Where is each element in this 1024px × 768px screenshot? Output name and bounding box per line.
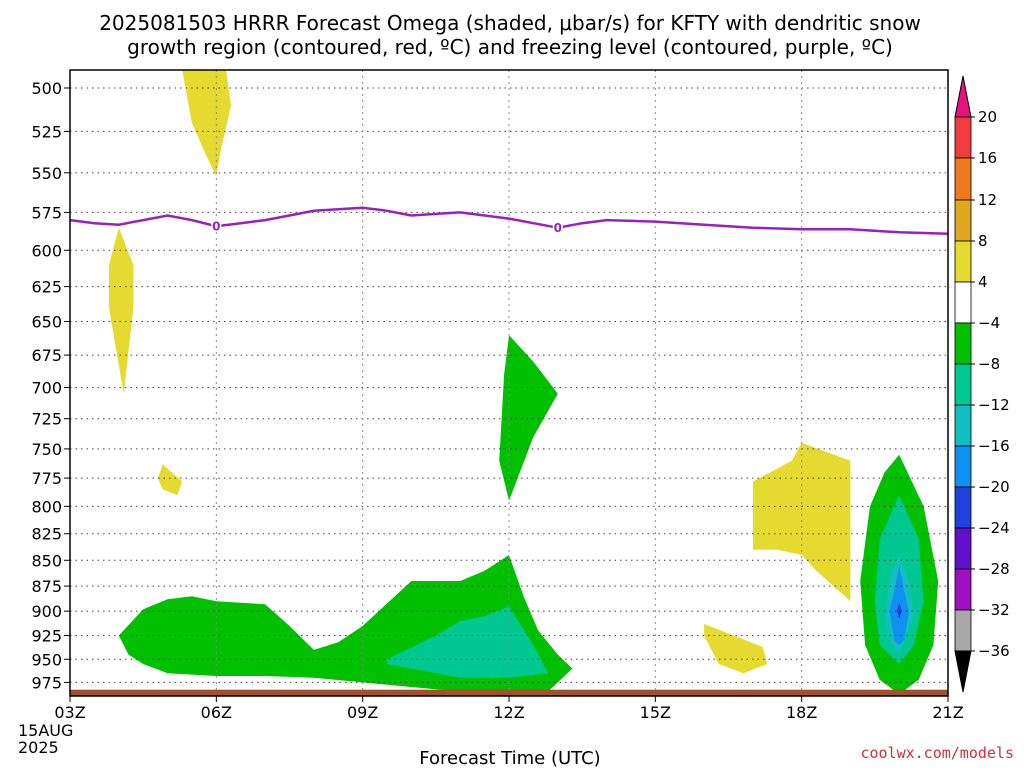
omega-region-0 xyxy=(182,70,231,176)
colorbar-label-0: 20 xyxy=(978,108,997,126)
freezing-label-bg-1 xyxy=(552,220,563,234)
x-axis-ticks: 03Z 06Z 09Z 12Z 15Z 18Z 21Z xyxy=(54,696,964,722)
colorbar-bin-4 xyxy=(954,240,972,283)
y-tick-label-675: 675 xyxy=(31,346,62,365)
colorbar-bin-8 xyxy=(954,404,972,447)
y-tick-label-500: 500 xyxy=(31,79,62,98)
omega-shading-layer xyxy=(109,70,939,695)
colorbar-bottom-triangle xyxy=(954,650,972,693)
chart-title-line-2: growth region (contoured, red, ºC) and f… xyxy=(127,35,893,59)
y-tick-label-700: 700 xyxy=(31,378,62,397)
colorbar-label-5: −4 xyxy=(978,314,1000,332)
freezing-level-line xyxy=(69,206,949,236)
omega-region-3 xyxy=(704,623,768,674)
y-tick-label-650: 650 xyxy=(31,313,62,332)
colorbar-label-4: 4 xyxy=(978,273,988,291)
gridlines xyxy=(69,70,949,696)
colorbar-label-8: −16 xyxy=(978,437,1010,455)
x-tick-label-03Z: 03Z xyxy=(54,703,85,722)
y-tick-label-875: 875 xyxy=(31,577,62,596)
y-tick-label-600: 600 xyxy=(31,241,62,260)
x-tick-label-21Z: 21Z xyxy=(932,703,963,722)
colorbar-label-2: 12 xyxy=(978,191,997,209)
colorbar-bin-10 xyxy=(954,486,972,529)
colorbar-bin-7 xyxy=(954,363,972,406)
x-date-line-2: 2025 xyxy=(18,738,59,757)
colorbar-label-11: −28 xyxy=(978,560,1010,578)
colorbar-bin-1 xyxy=(954,116,972,159)
y-tick-label-525: 525 xyxy=(31,122,62,141)
omega-region-4 xyxy=(752,442,851,602)
omega-region-12 xyxy=(896,603,902,619)
colorbar-bin-13 xyxy=(954,609,972,652)
y-tick-label-750: 750 xyxy=(31,440,62,459)
colorbar-label-10: −24 xyxy=(978,519,1010,537)
freezing-label-bg-0 xyxy=(211,219,222,233)
freezing-level-label-1: 0 xyxy=(554,221,562,235)
omega-region-8 xyxy=(387,606,548,678)
colorbar-label-12: −32 xyxy=(978,601,1010,619)
y-tick-label-575: 575 xyxy=(31,203,62,222)
y-tick-label-775: 775 xyxy=(31,469,62,488)
x-tick-label-18Z: 18Z xyxy=(786,703,817,722)
colorbar-bin-12 xyxy=(954,568,972,611)
colorbar-label-9: −20 xyxy=(978,478,1010,496)
x-axis-label: Forecast Time (UTC) xyxy=(419,748,600,768)
y-tick-label-925: 925 xyxy=(31,627,62,646)
x-tick-label-12Z: 12Z xyxy=(493,703,524,722)
colorbar-bin-2 xyxy=(954,157,972,201)
colorbar-label-3: 8 xyxy=(978,232,988,250)
credit-text: coolwx.com/models xyxy=(860,744,1014,762)
colorbar-label-7: −12 xyxy=(978,396,1010,414)
y-tick-label-625: 625 xyxy=(31,278,62,297)
y-tick-label-800: 800 xyxy=(31,497,62,516)
ground-strip xyxy=(70,689,948,696)
y-tick-label-825: 825 xyxy=(31,525,62,544)
y-tick-label-850: 850 xyxy=(31,551,62,570)
y-axis-ticks: 500 525 550 575 600 625 650 675 700 725 750 775 800 8… xyxy=(31,79,70,692)
ground-layer xyxy=(70,689,948,696)
y-tick-label-900: 900 xyxy=(31,602,62,621)
omega-region-5 xyxy=(499,335,558,501)
colorbar-bin-9 xyxy=(954,445,972,488)
x-tick-label-15Z: 15Z xyxy=(640,703,671,722)
y-tick-label-725: 725 xyxy=(31,410,62,429)
colorbar-bin-3 xyxy=(954,199,972,242)
colorbar: 20 16 12 8 4 −4 −8 −12 −16 −20 −24 −28 −32 −36 xyxy=(954,75,1010,693)
colorbar-bin-5 xyxy=(954,281,972,324)
chart-title-line-1: 2025081503 HRRR Forecast Omega (shaded, … xyxy=(99,11,921,35)
x-tick-label-09Z: 09Z xyxy=(347,703,378,722)
x-date-line-1: 15AUG xyxy=(18,721,73,740)
y-tick-label-950: 950 xyxy=(31,650,62,669)
y-tick-label-550: 550 xyxy=(31,164,62,183)
colorbar-bin-11 xyxy=(954,527,972,570)
x-tick-label-06Z: 06Z xyxy=(201,703,232,722)
y-tick-label-975: 975 xyxy=(31,673,62,692)
omega-region-1 xyxy=(109,227,134,394)
colorbar-label-1: 16 xyxy=(978,149,997,167)
colorbar-label-13: −36 xyxy=(978,642,1010,660)
colorbar-bin-6 xyxy=(954,322,972,365)
colorbar-label-6: −8 xyxy=(978,355,1000,373)
omega-region-2 xyxy=(157,464,183,496)
colorbar-top-triangle xyxy=(954,75,972,118)
freezing-level-label-0: 0 xyxy=(212,220,220,234)
